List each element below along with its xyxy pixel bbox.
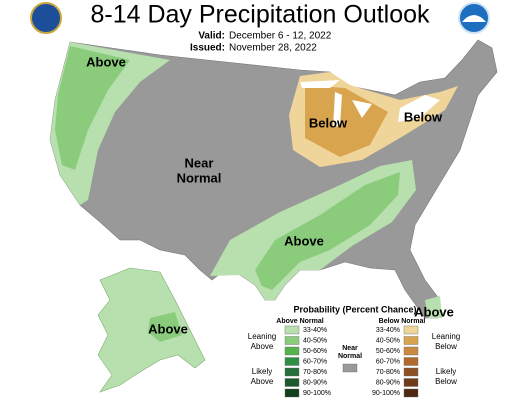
legend-range: 50-60% bbox=[376, 348, 400, 355]
issued-label: Issued: bbox=[190, 43, 225, 54]
above-nw-dark bbox=[55, 46, 130, 170]
map-label: Normal bbox=[177, 170, 222, 185]
legend-heading: Above Normal bbox=[276, 318, 324, 325]
map-label: Near bbox=[185, 155, 214, 170]
legend-range: 40-50% bbox=[303, 337, 327, 344]
legend-range: 70-80% bbox=[376, 369, 400, 376]
map-label: Above bbox=[414, 304, 454, 319]
legend-heading: Normal bbox=[338, 353, 362, 360]
valid-label: Valid: bbox=[198, 31, 225, 42]
legend-swatch bbox=[284, 367, 300, 377]
legend-range: 60-70% bbox=[376, 358, 400, 365]
legend-title: Probability (Percent Chance) bbox=[293, 304, 416, 314]
legend-swatch bbox=[284, 346, 300, 356]
legend-side: Likely bbox=[436, 367, 456, 376]
legend-heading: Below Normal bbox=[379, 318, 426, 325]
valid-dates: December 6 - 12, 2022 bbox=[229, 31, 332, 42]
legend: Probability (Percent Chance) Above Norma… bbox=[248, 304, 460, 398]
above-florida bbox=[425, 296, 442, 318]
legend-range: 70-80% bbox=[303, 369, 327, 376]
lake-erie-ontario bbox=[398, 95, 440, 122]
legend-heading: Near bbox=[342, 345, 358, 352]
map-label: Below bbox=[309, 115, 348, 130]
issued-date: November 28, 2022 bbox=[229, 43, 317, 54]
legend-range: 33-40% bbox=[376, 327, 400, 334]
alaska-above-dark bbox=[148, 312, 182, 342]
below-dark bbox=[305, 85, 388, 157]
legend-side: Leaning bbox=[248, 332, 276, 341]
legend-swatch bbox=[284, 388, 300, 398]
legend-swatch bbox=[403, 346, 419, 356]
legend-range: 80-90% bbox=[376, 379, 400, 386]
legend-side: Above bbox=[251, 377, 274, 386]
legend-swatch bbox=[284, 336, 300, 345]
legend-swatch bbox=[342, 363, 358, 373]
legend-side: Above bbox=[251, 342, 274, 351]
legend-range: 50-60% bbox=[303, 348, 327, 355]
map-label: Above bbox=[284, 233, 324, 248]
legend-side: Leaning bbox=[432, 332, 460, 341]
legend-swatch bbox=[403, 378, 419, 387]
title: 8-14 Day Precipitation Outlook bbox=[90, 1, 430, 29]
legend-swatch bbox=[284, 325, 300, 335]
legend-swatch bbox=[284, 357, 300, 366]
above-south-dark bbox=[255, 172, 400, 290]
legend-range: 40-50% bbox=[376, 337, 400, 344]
legend-swatch bbox=[403, 357, 419, 366]
lakes bbox=[300, 80, 372, 128]
legend-range: 33-40% bbox=[303, 327, 327, 334]
map-label: Below bbox=[404, 109, 443, 124]
legend-range: 90-100% bbox=[303, 390, 331, 397]
legend-side: Below bbox=[435, 342, 457, 351]
map-label: Above bbox=[86, 54, 126, 69]
doc-logo bbox=[30, 2, 62, 34]
legend-range: 80-90% bbox=[303, 379, 327, 386]
legend-range: 60-70% bbox=[303, 358, 327, 365]
legend-swatch bbox=[284, 378, 300, 387]
legend-swatch bbox=[403, 388, 419, 398]
legend-swatch bbox=[403, 325, 419, 335]
legend-side: Likely bbox=[252, 367, 272, 376]
noaa-bird bbox=[462, 15, 486, 22]
legend-side: Below bbox=[435, 377, 457, 386]
map-label: Above bbox=[148, 321, 188, 336]
legend-swatch bbox=[403, 367, 419, 377]
legend-swatch bbox=[403, 336, 419, 345]
legend-range: 90-100% bbox=[372, 390, 400, 397]
